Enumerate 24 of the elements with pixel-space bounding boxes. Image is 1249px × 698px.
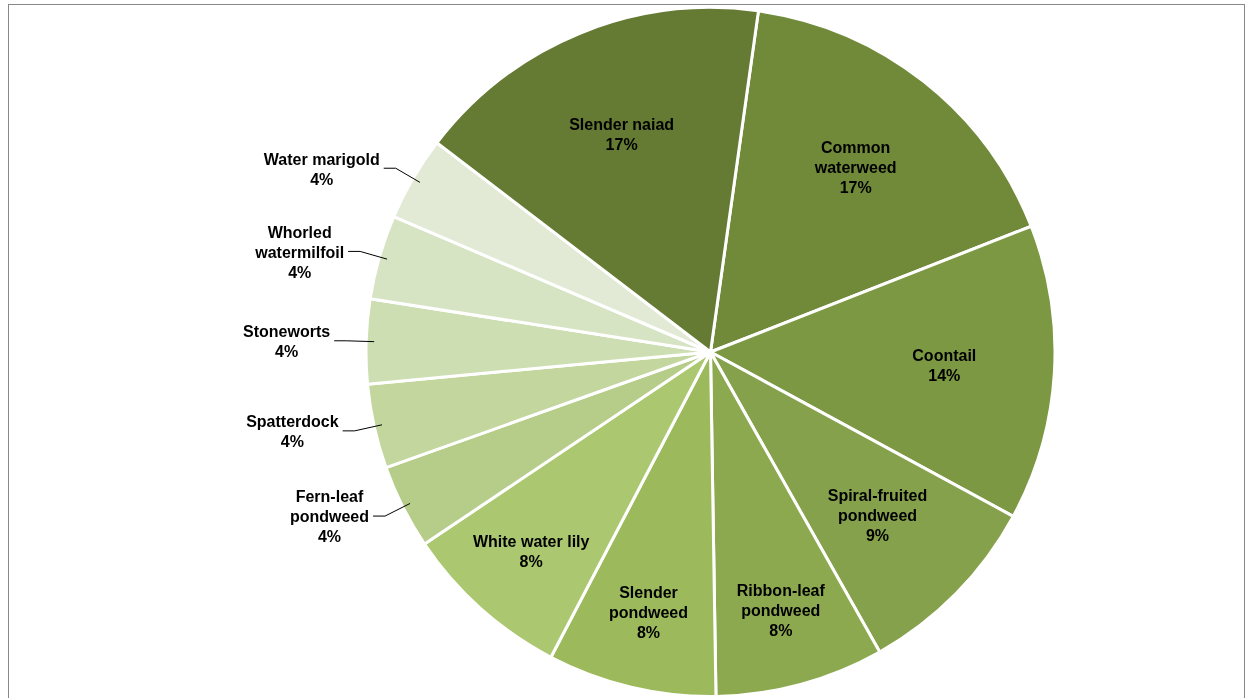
slice-label: Stoneworts (243, 323, 331, 341)
slice-label: White water lily (472, 532, 590, 550)
slice-label: Common waterweed (813, 138, 897, 176)
slice-label: Water marigold (263, 150, 380, 168)
data-label: 4% (310, 170, 334, 188)
data-label: 9% (865, 526, 890, 544)
data-label: 14% (928, 366, 961, 384)
data-label: 4% (288, 263, 312, 281)
data-label: 8% (519, 552, 543, 570)
data-label: 8% (636, 623, 661, 641)
data-label: 4% (280, 433, 304, 451)
data-label: 4% (317, 528, 342, 546)
slice-label: Spiral-fruited pondweed (827, 486, 928, 524)
slice-label: Spatterdock (246, 413, 339, 431)
slice-label: Whorled watermilfoil (254, 223, 345, 261)
data-label: 17% (839, 178, 872, 196)
data-label: 17% (605, 135, 638, 153)
slice-label: Slender naiad (569, 115, 675, 133)
slice-label: Ribbon-leaf pondweed (736, 581, 826, 619)
data-label: 4% (275, 343, 299, 361)
slice-label: Coontail (912, 346, 977, 364)
slice-label: Slender pondweed (608, 583, 689, 621)
data-label: 8% (769, 621, 793, 639)
slice-label: Fern-leaf pondweed (289, 488, 370, 526)
